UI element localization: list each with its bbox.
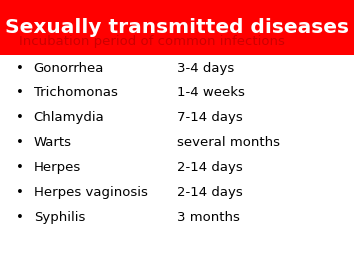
Text: 7-14 days: 7-14 days [177, 111, 243, 124]
Text: Herpes vaginosis: Herpes vaginosis [34, 186, 148, 199]
Text: •: • [16, 87, 23, 99]
Text: 2-14 days: 2-14 days [177, 161, 243, 174]
Text: •: • [16, 186, 23, 199]
Text: Incubation period of common infections: Incubation period of common infections [19, 35, 285, 48]
Text: Trichomonas: Trichomonas [34, 87, 118, 99]
Text: 1-4 weeks: 1-4 weeks [177, 87, 245, 99]
Text: Syphilis: Syphilis [34, 211, 85, 223]
Text: •: • [16, 111, 23, 124]
Text: 3-4 days: 3-4 days [177, 62, 234, 74]
Text: Chlamydia: Chlamydia [34, 111, 104, 124]
Text: Herpes: Herpes [34, 161, 81, 174]
Text: Warts: Warts [34, 136, 72, 149]
Text: Sexually transmitted diseases: Sexually transmitted diseases [5, 18, 349, 37]
Text: •: • [16, 161, 23, 174]
Bar [0, 0, 354, 55]
Text: •: • [16, 211, 23, 223]
Text: Gonorrhea: Gonorrhea [34, 62, 104, 74]
Text: several months: several months [177, 136, 280, 149]
Text: •: • [16, 136, 23, 149]
Text: 2-14 days: 2-14 days [177, 186, 243, 199]
Text: •: • [16, 62, 23, 74]
Text: 3 months: 3 months [177, 211, 240, 223]
